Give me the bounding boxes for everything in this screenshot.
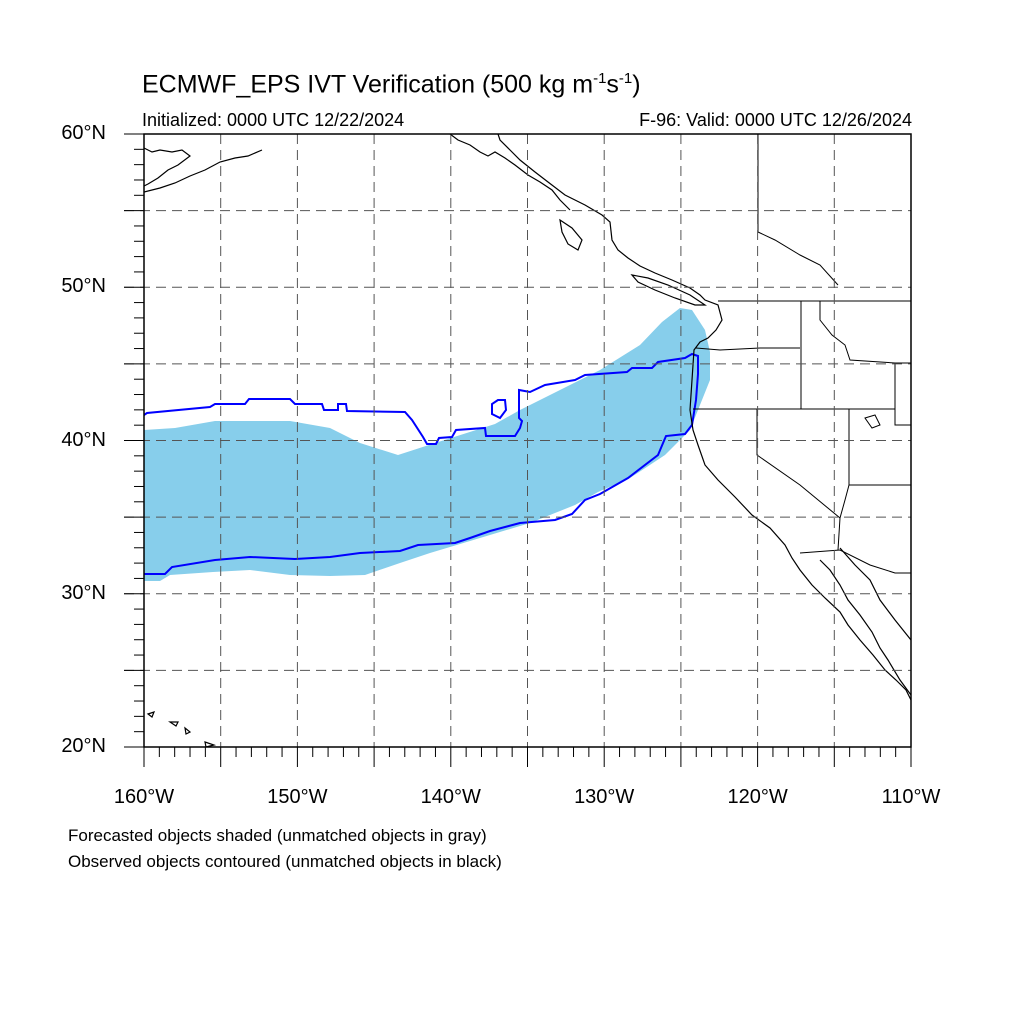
border-utah-arizona (848, 409, 911, 486)
islands-hawaii (146, 711, 217, 747)
lon-label: 150°W (267, 786, 328, 808)
lon-label: 160°W (113, 786, 175, 808)
lat-label: 30°N (61, 581, 106, 604)
lat-label: 60°N (61, 122, 106, 144)
border-us-mexico (799, 549, 911, 574)
coastline-mainland-mexico (839, 547, 911, 641)
border-oregon-washington (695, 347, 800, 351)
observed-note: Observed objects contoured (unmatched ob… (68, 852, 502, 871)
coastline-southeast-alaska (449, 134, 571, 211)
coastline-baja-east (819, 559, 911, 696)
lon-label: 130°W (574, 786, 635, 808)
coastline-north-america (497, 134, 911, 701)
lon-label: 120°W (727, 786, 788, 808)
border-arizona-nevada (837, 484, 850, 551)
lon-label: 110°W (881, 786, 941, 808)
border-nevada (756, 409, 841, 519)
observed-object-contour (144, 352, 699, 575)
border-montana-idaho (819, 301, 911, 364)
lat-label: 50°N (61, 275, 106, 298)
forecast-note: Forecasted objects shaded (unmatched obj… (68, 826, 487, 845)
forecast-object-shaded (144, 308, 710, 581)
valid-time-label: F-96: Valid: 0000 UTC 12/26/2024 (639, 110, 912, 130)
coastline-alaska (144, 147, 191, 187)
lat-label: 20°N (61, 735, 106, 757)
border-wyoming (894, 363, 911, 426)
coastline-alaska-peninsula (144, 149, 263, 193)
axis-ticks (124, 133, 912, 767)
lat-label: 40°N (61, 428, 106, 451)
island-vancouver (630, 274, 707, 306)
lon-label: 140°W (420, 786, 481, 808)
border-alaska-canada (757, 134, 839, 286)
graticule (124, 134, 911, 747)
observed-object-contour-hook (491, 399, 508, 420)
initialized-label: Initialized: 0000 UTC 12/22/2024 (142, 110, 405, 130)
figure-title: ECMWF_EPS IVT Verification (500 kg m-1s-… (142, 70, 641, 99)
island-haida-gwaii (559, 218, 583, 251)
lake-great-salt (864, 414, 881, 429)
